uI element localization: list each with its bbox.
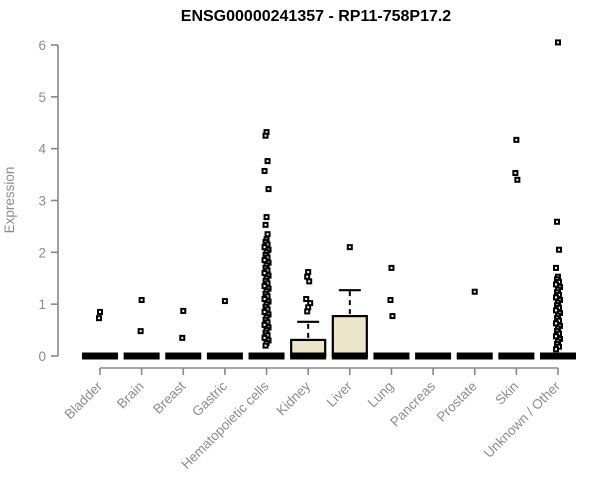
data-point-center [555,335,557,338]
y-tick-label: 5 [38,90,46,105]
data-point-center [558,248,560,251]
x-tick-label: Unknown / Other [481,378,564,461]
y-axis-label: Expression [2,167,17,234]
data-point-center [391,315,394,318]
x-tick-label: Pancreas [387,378,438,429]
data-point-center [263,259,266,262]
data-point-center [307,306,310,309]
data-point-center [514,172,517,175]
data-point-center [308,280,311,283]
data-point-center [390,266,393,269]
data-point-center [139,330,142,333]
data-point-center [263,323,266,326]
data-point-center [223,300,226,303]
data-point-center [555,309,557,312]
data-point-center [306,275,309,278]
median-line [290,352,327,360]
x-tick-label: Gastric [189,378,230,419]
data-point-center [263,297,266,300]
chart-title: ENSG00000241357 - RP11-758P17.2 [181,8,452,25]
data-point-center [555,322,557,325]
data-point-center [265,216,268,219]
data-point-center [515,138,518,141]
y-tick-label: 2 [38,245,46,260]
data-point-center [98,317,100,320]
x-tick-label: Liver [324,378,356,410]
data-point-center [263,272,266,275]
data-point-center [555,348,557,351]
x-tick-label: Skin [492,379,521,408]
data-point-center [181,336,184,339]
box [331,314,368,358]
collapsed-box [82,352,118,360]
collapsed-box [206,352,243,360]
x-tick-label: Brain [114,379,147,412]
data-point-center [309,302,312,305]
collapsed-box [248,352,285,360]
data-point-center [263,169,266,172]
y-tick-label: 4 [38,142,46,157]
x-tick-label: Prostate [434,379,480,425]
data-point-center [267,188,270,191]
collapsed-box [123,352,160,360]
collapsed-box [456,352,493,360]
data-point-center [264,223,267,226]
data-point-center [555,296,557,299]
data-point-center [555,283,557,286]
x-tick-label: Lung [365,379,397,411]
data-point-center [556,220,558,223]
data-point-center [265,131,268,134]
data-point-center [263,336,266,339]
collapsed-box [165,352,202,360]
outlier-points [96,39,563,353]
collapsed-box [415,352,452,360]
data-point-center [555,266,557,269]
data-point-center [473,290,476,293]
data-point-center [182,309,185,312]
data-point-center [264,134,267,137]
data-point-center [263,285,266,288]
y-tick-label: 1 [38,297,46,312]
boxplot-boxes [82,289,576,360]
data-point-center [305,297,308,300]
data-point-center [263,310,266,313]
data-point-center [306,310,309,313]
data-point-center [348,246,351,249]
x-tick-label: Bladder [62,378,106,422]
data-point-center [99,310,101,313]
x-tick-label: Breast [150,378,188,416]
data-point-center [266,160,269,163]
data-point-center [516,178,519,181]
y-tick-label: 0 [38,349,46,364]
data-point-center [266,233,269,236]
median-line [331,352,368,360]
data-point-center [307,271,310,274]
collapsed-box [498,352,535,360]
x-tick-label: Kidney [274,378,314,418]
y-tick-label: 6 [38,38,46,53]
data-point-center [263,246,266,249]
collapsed-box [540,352,576,360]
data-point-center [557,41,559,44]
data-point-center [389,299,392,302]
data-point-center [140,299,143,302]
y-tick-label: 3 [38,194,46,209]
collapsed-box [373,352,410,360]
data-point-center [264,344,267,347]
